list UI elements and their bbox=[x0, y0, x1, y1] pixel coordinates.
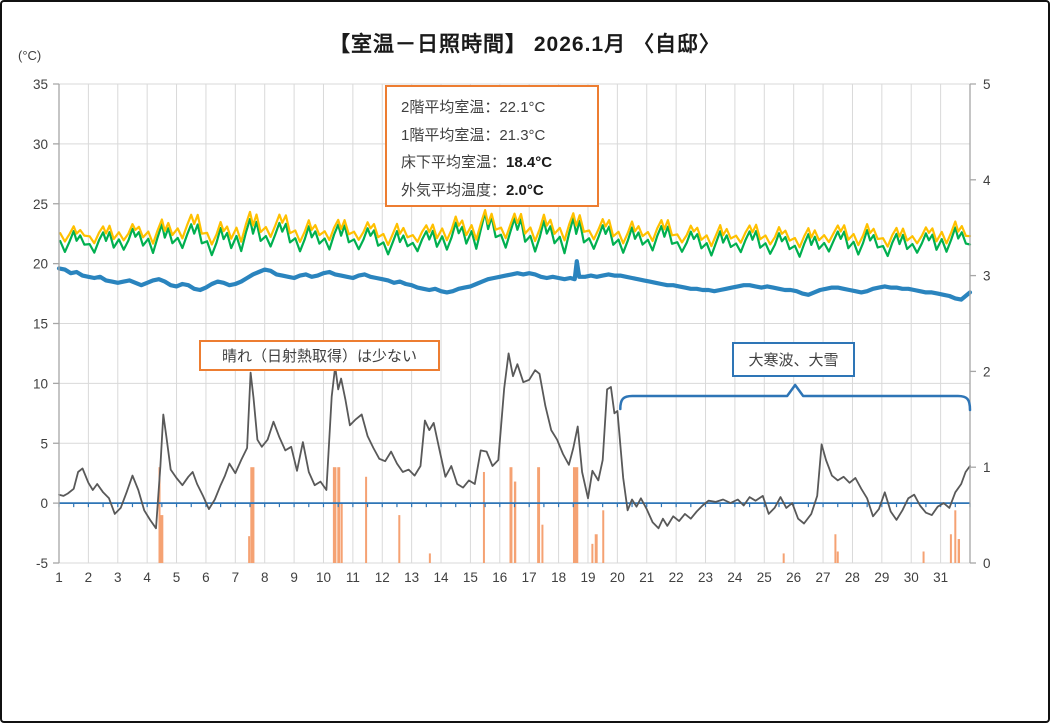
series-floor2-line bbox=[59, 209, 972, 249]
left-axis-tick-label: 20 bbox=[33, 257, 48, 272]
chart-title: 【室温－日照時間】 2026.1月 〈自邸〉 bbox=[329, 33, 721, 56]
sunshine-bar bbox=[365, 476, 368, 563]
x-axis-tick-label: 3 bbox=[114, 570, 122, 585]
x-axis-tick-label: 14 bbox=[434, 570, 450, 585]
x-axis-tick-label: 7 bbox=[232, 570, 240, 585]
series-underfloor-line bbox=[56, 259, 973, 302]
sunshine-bar bbox=[428, 553, 431, 563]
average-temps-callout: 2階平均室温：22.1°C 1階平均室温：21.3°C 床下平均室温：18.4°… bbox=[385, 85, 599, 207]
right-axis-tick-label: 5 bbox=[983, 77, 991, 92]
x-axis-tick-label: 6 bbox=[202, 570, 210, 585]
sunshine-bar bbox=[332, 467, 337, 563]
x-axis-tick-label: 11 bbox=[346, 570, 360, 585]
x-axis-tick-label: 29 bbox=[874, 570, 889, 585]
x-axis-tick-label: 5 bbox=[173, 570, 181, 585]
sunshine-bar bbox=[834, 534, 837, 563]
coldwave-brace bbox=[619, 383, 972, 412]
series-floor1-line bbox=[59, 211, 972, 258]
right-axis-tick-label: 0 bbox=[983, 556, 991, 571]
x-axis-tick-label: 23 bbox=[698, 570, 713, 585]
x-axis-tick-label: 15 bbox=[463, 570, 478, 585]
x-axis-tick-label: 2 bbox=[85, 570, 93, 585]
sunshine-bar bbox=[513, 481, 517, 563]
sunshine-bar bbox=[922, 551, 925, 563]
stat-floor1-avg: 1階平均室温：21.3°C bbox=[401, 126, 546, 144]
x-axis-tick-label: 1 bbox=[55, 570, 63, 585]
right-axis-tick-label: 3 bbox=[983, 269, 991, 284]
sunshine-bar bbox=[782, 553, 785, 563]
x-axis-tick-label: 17 bbox=[522, 570, 537, 585]
sunshine-bar bbox=[957, 539, 961, 563]
sunshine-bar bbox=[160, 515, 164, 563]
sunshine-bar bbox=[398, 515, 401, 563]
sunshine-bar bbox=[537, 467, 541, 563]
left-axis-tick-label: 25 bbox=[33, 197, 48, 212]
sunshine-bar bbox=[591, 543, 594, 563]
sunshine-bar bbox=[337, 467, 341, 563]
x-axis-tick-label: 20 bbox=[610, 570, 625, 585]
sunshine-bar bbox=[602, 510, 605, 563]
x-axis-tick-label: 19 bbox=[580, 570, 595, 585]
left-axis-tick-label: 30 bbox=[33, 137, 48, 152]
sunshine-bar bbox=[482, 471, 485, 563]
x-axis-tick-label: 8 bbox=[261, 570, 269, 585]
right-axis-tick-label: 1 bbox=[983, 460, 991, 475]
x-axis-tick-label: 10 bbox=[316, 570, 331, 585]
stat-underfloor-avg: 床下平均室温：18.4°C bbox=[401, 154, 553, 171]
left-axis-tick-label: -5 bbox=[36, 556, 48, 571]
coldwave-note-callout: 大寒波、大雪 bbox=[732, 342, 855, 377]
x-axis-tick-label: 25 bbox=[757, 570, 772, 585]
stat-outdoor-avg: 外気平均温度：2.0°C bbox=[401, 181, 544, 199]
x-axis-tick-label: 30 bbox=[904, 570, 919, 585]
stat-floor2-avg: 2階平均室温：22.1°C bbox=[401, 99, 546, 116]
x-axis-tick-label: 27 bbox=[816, 570, 831, 585]
x-axis-tick-label: 12 bbox=[375, 570, 390, 585]
left-axis-tick-label: 15 bbox=[33, 317, 48, 332]
right-axis-tick-label: 2 bbox=[983, 364, 991, 379]
x-axis-tick-label: 28 bbox=[845, 570, 860, 585]
sunshine-bar bbox=[949, 534, 952, 563]
x-axis-tick-label: 9 bbox=[290, 570, 298, 585]
x-axis-tick-label: 16 bbox=[492, 570, 507, 585]
sunny-note-callout: 晴れ（日射熱取得）は少ない bbox=[199, 340, 440, 371]
left-axis-unit-label: (°C) bbox=[18, 48, 42, 63]
x-axis-tick-label: 24 bbox=[727, 570, 743, 585]
left-axis-tick-label: 10 bbox=[33, 376, 48, 391]
x-axis-tick-label: 13 bbox=[404, 570, 419, 585]
sunshine-bar bbox=[158, 467, 161, 563]
left-axis-tick-label: 35 bbox=[33, 77, 48, 92]
left-axis-tick-label: 5 bbox=[40, 436, 48, 451]
sunshine-bar bbox=[594, 534, 598, 563]
x-axis-tick-label: 21 bbox=[639, 570, 654, 585]
chart-legend: 日照時間 外 1階 2階 床下 bbox=[2, 632, 1048, 712]
sunshine-bar bbox=[954, 510, 957, 563]
right-axis-tick-label: 4 bbox=[983, 173, 991, 188]
sunshine-bar bbox=[572, 467, 579, 563]
x-axis-tick-label: 26 bbox=[786, 570, 801, 585]
sunshine-bar bbox=[541, 524, 544, 563]
sunshine-bar bbox=[248, 536, 251, 563]
x-axis-tick-label: 18 bbox=[551, 570, 566, 585]
x-axis-tick-label: 22 bbox=[669, 570, 684, 585]
sunshine-bar bbox=[250, 467, 255, 563]
left-axis-tick-label: 0 bbox=[40, 496, 48, 511]
sunshine-bar bbox=[836, 551, 839, 563]
sunshine-bar bbox=[509, 467, 513, 563]
x-axis-tick-label: 31 bbox=[933, 570, 948, 585]
x-axis-tick-label: 4 bbox=[143, 570, 151, 585]
series-outside-line bbox=[58, 352, 971, 530]
sunshine-bar bbox=[340, 503, 343, 563]
